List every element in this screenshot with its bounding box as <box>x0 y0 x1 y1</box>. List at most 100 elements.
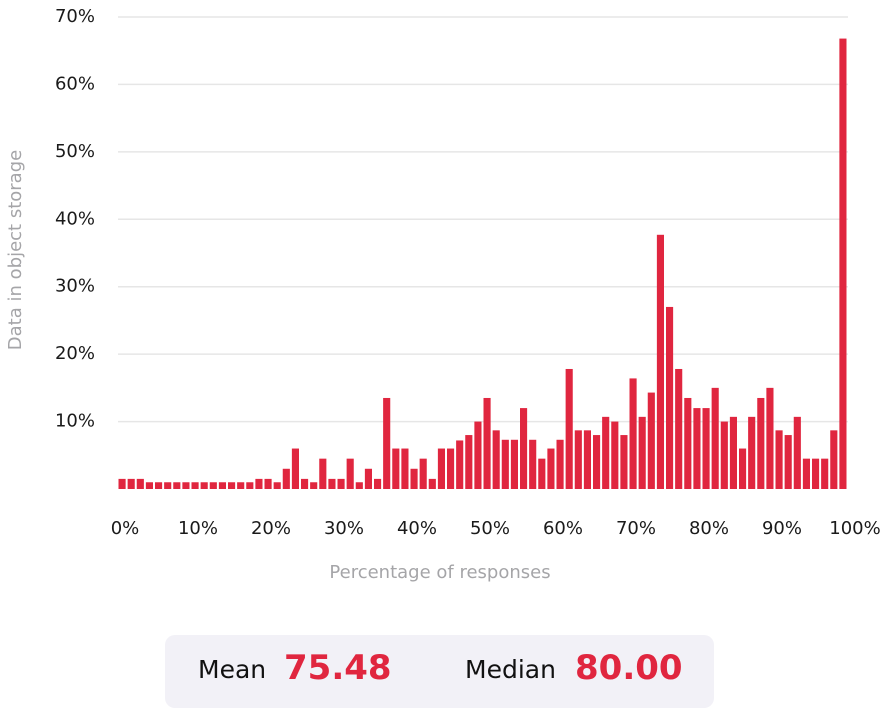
y-tick-label: 60% <box>55 73 95 94</box>
y-tick-label: 30% <box>55 276 95 297</box>
bar <box>456 440 464 489</box>
bar <box>392 448 400 489</box>
bar <box>611 421 619 489</box>
x-tick-label: 0% <box>111 518 140 539</box>
bar <box>720 421 728 489</box>
x-tick-label: 50% <box>470 518 510 539</box>
bar <box>191 482 199 489</box>
bar <box>218 482 226 489</box>
bar <box>784 435 792 489</box>
x-tick-label: 10% <box>178 518 218 539</box>
bar <box>675 368 683 489</box>
bar <box>401 448 409 489</box>
bar <box>565 368 573 489</box>
bar <box>419 458 427 489</box>
bar <box>374 478 382 489</box>
bar <box>638 416 646 489</box>
bar <box>821 458 829 489</box>
bar <box>164 482 172 489</box>
bar <box>282 468 290 489</box>
bar <box>529 439 537 489</box>
bar <box>145 482 153 489</box>
bar <box>556 439 564 489</box>
bar <box>437 448 445 489</box>
bar <box>766 387 774 489</box>
bar <box>830 430 838 489</box>
bar <box>666 306 674 489</box>
bar <box>520 408 528 489</box>
bar <box>228 482 236 489</box>
bar <box>328 478 336 489</box>
bar <box>209 482 217 489</box>
bar <box>355 482 363 489</box>
bar <box>793 416 801 489</box>
bar <box>711 387 719 489</box>
bar <box>383 397 391 489</box>
bar <box>593 435 601 489</box>
bar <box>182 482 190 489</box>
bar <box>237 482 245 489</box>
bar <box>410 468 418 489</box>
y-tick-label: 70% <box>55 6 95 27</box>
x-tick-label: 30% <box>324 518 364 539</box>
bar <box>428 478 436 489</box>
bar <box>264 478 272 489</box>
bar <box>118 478 126 489</box>
x-tick-label: 90% <box>762 518 802 539</box>
bar <box>492 430 500 489</box>
bar <box>465 435 473 489</box>
bar <box>127 478 135 489</box>
bar <box>364 468 372 489</box>
bar <box>739 448 747 489</box>
bar <box>757 397 765 489</box>
x-tick-label: 60% <box>543 518 583 539</box>
bar <box>748 416 756 489</box>
bar <box>729 416 737 489</box>
bar <box>702 408 710 489</box>
x-tick-label: 40% <box>397 518 437 539</box>
bar <box>775 430 783 489</box>
bar <box>647 392 655 489</box>
bar <box>337 478 345 489</box>
x-axis-label: Percentage of responses <box>329 562 550 583</box>
bar <box>693 408 701 489</box>
bar <box>538 458 546 489</box>
y-tick-label: 40% <box>55 208 95 229</box>
bar <box>447 448 455 489</box>
bar <box>656 234 664 489</box>
bar <box>246 482 254 489</box>
median-label: Median <box>465 655 556 684</box>
y-axis-label: Data in object storage <box>5 150 26 350</box>
bar <box>629 378 637 489</box>
bar <box>684 397 692 489</box>
bar <box>346 458 354 489</box>
summary-box: Mean 75.48 Median 80.00 <box>165 635 714 708</box>
bar <box>200 482 208 489</box>
y-tick-label: 50% <box>55 141 95 162</box>
bar <box>273 482 281 489</box>
bar <box>255 478 263 489</box>
median-value: 80.00 <box>575 648 683 688</box>
bar <box>136 478 144 489</box>
bar <box>173 482 181 489</box>
bar <box>574 430 582 489</box>
bar <box>510 439 518 489</box>
x-tick-label: 70% <box>616 518 656 539</box>
bar <box>583 430 591 489</box>
y-tick-label: 10% <box>55 411 95 432</box>
bar <box>547 448 555 489</box>
bar <box>602 416 610 489</box>
bar <box>483 397 491 489</box>
x-tick-label: 80% <box>689 518 729 539</box>
bar <box>501 439 509 489</box>
y-tick-label: 20% <box>55 343 95 364</box>
bar <box>291 448 299 489</box>
x-tick-label: 100% <box>829 518 880 539</box>
bar <box>474 421 482 489</box>
bar <box>812 458 820 489</box>
bar <box>839 38 847 489</box>
bar <box>301 478 309 489</box>
bar <box>310 482 318 489</box>
bar <box>802 458 810 489</box>
bar <box>155 482 163 489</box>
